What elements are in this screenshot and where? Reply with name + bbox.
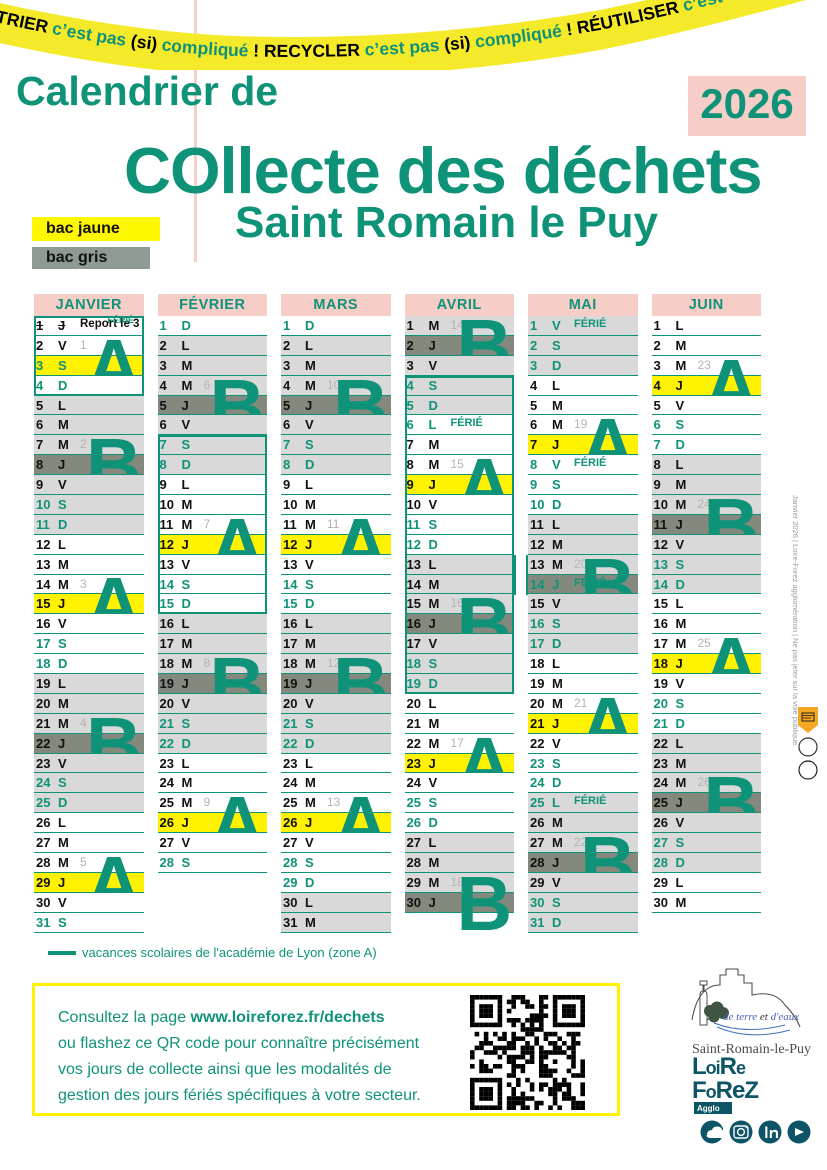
svg-text:LoiRe: LoiRe: [692, 1053, 746, 1080]
svg-text:FoReZ: FoReZ: [692, 1077, 758, 1104]
svg-text:de terre et d'eaux: de terre et d'eaux: [723, 1011, 799, 1023]
svg-text:Agglo: Agglo: [697, 1104, 720, 1113]
